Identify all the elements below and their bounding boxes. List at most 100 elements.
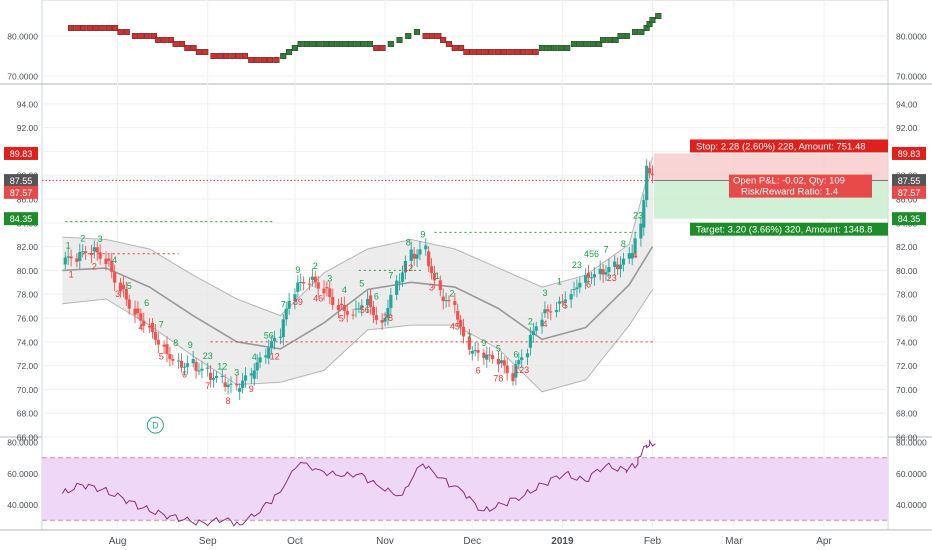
candle-body: [557, 301, 562, 304]
candle-body: [104, 258, 108, 265]
rsi-y-tick-right: 40.0000: [896, 500, 927, 510]
candle-body: [351, 314, 355, 316]
candle-body: [177, 360, 181, 362]
candle-body: [630, 252, 634, 259]
td-count-green: 7: [281, 300, 286, 310]
renko-brick: [596, 41, 603, 47]
candle-body: [461, 326, 466, 337]
rsi-y-tick-left: 40.0000: [7, 500, 38, 510]
main-y-tick-right: 78.00: [896, 290, 918, 300]
renko-brick: [329, 41, 336, 47]
renko-brick: [557, 45, 564, 51]
td-count-red: 3: [115, 289, 120, 299]
candle-body: [339, 303, 344, 305]
candle-body: [316, 282, 320, 289]
candle-body: [488, 354, 492, 356]
candle-body: [310, 276, 314, 280]
candle-body: [299, 282, 303, 284]
candle-body: [296, 282, 300, 292]
candle-body: [604, 272, 608, 275]
rsi-band: [42, 457, 888, 521]
renko-brick: [599, 37, 607, 43]
candle-body: [589, 277, 594, 279]
candle-body: [476, 350, 480, 353]
td-count-green: 56: [264, 330, 274, 340]
renko-brick: [260, 57, 267, 63]
candle-body: [453, 301, 457, 305]
rsi-y-tick-left: 80.0000: [7, 438, 38, 448]
candle-body: [424, 245, 428, 250]
renko-brick: [105, 25, 112, 31]
candle-body: [78, 251, 82, 261]
main-y-tick-left: 86.00: [17, 195, 39, 205]
td-count-green: 456: [584, 249, 599, 259]
renko-brick: [475, 49, 483, 55]
renko-brick: [583, 41, 590, 47]
candle-body: [258, 357, 262, 363]
candle-body: [598, 268, 602, 275]
renko-brick: [184, 45, 191, 51]
x-tick-label: Apr: [816, 536, 832, 547]
main-y-tick-left: 82.00: [17, 242, 39, 252]
candle-body: [84, 251, 88, 253]
candle-body: [386, 307, 390, 319]
candle-body: [267, 347, 271, 359]
top-y-tick-left: 80.0000: [7, 32, 38, 42]
candle-body: [549, 311, 553, 313]
candle-body: [380, 320, 384, 323]
renko-brick: [463, 49, 470, 55]
main-y-tick-right: 72.00: [896, 361, 918, 371]
renko-brick: [117, 29, 124, 35]
td-count-red: 4: [633, 250, 638, 260]
renko-brick: [373, 45, 380, 51]
renko-brick: [631, 29, 639, 35]
renko-brick: [322, 41, 329, 47]
candle-body: [322, 288, 326, 294]
td-count-red: 3: [429, 283, 434, 293]
renko-brick: [267, 57, 274, 63]
candle-body: [554, 309, 559, 313]
candle-body: [156, 339, 160, 345]
candle-body: [171, 358, 175, 361]
renko-brick: [354, 41, 361, 47]
renko-brick: [538, 45, 546, 51]
main-y-tick-right: 70.00: [896, 385, 918, 395]
renko-brick: [310, 41, 317, 47]
main-y-tick-right: 76.00: [896, 314, 918, 324]
renko-brick: [161, 37, 168, 43]
candle-body: [302, 282, 306, 284]
renko-brick: [80, 25, 87, 31]
candle-body: [592, 274, 596, 278]
candle-body: [616, 264, 620, 270]
bollinger-band-fill: [62, 157, 653, 392]
td-count-green: 1: [435, 271, 440, 281]
main-y-tick-left: 76.00: [17, 314, 39, 324]
price-tag-right-text: 87.55: [898, 176, 921, 186]
main-y-tick-left: 66.00: [17, 433, 39, 443]
candle-body: [81, 251, 85, 253]
renko-brick: [435, 33, 442, 39]
candle-body: [543, 309, 547, 314]
rsi-pane: [42, 439, 888, 528]
renko-brick: [123, 29, 130, 35]
price-tag-left: [4, 146, 38, 160]
td-count-green: 4: [112, 255, 117, 265]
candle-body: [240, 380, 245, 389]
candle-body: [136, 308, 140, 314]
td-count-green: 1: [66, 241, 71, 251]
candle-body: [270, 341, 274, 348]
candle-body: [456, 310, 460, 320]
candle-body: [525, 353, 530, 358]
candle-body: [418, 249, 422, 255]
candle-body: [139, 313, 143, 321]
main-y-tick-right: 94.00: [896, 99, 918, 109]
candle-body: [473, 350, 477, 352]
top-y-tick-right: 70.0000: [896, 72, 927, 82]
candle-body: [124, 288, 128, 300]
candle-body: [325, 287, 329, 289]
td-count-green: 1: [557, 276, 562, 286]
target-label-bg: [690, 222, 888, 236]
candle-body: [374, 315, 378, 321]
price-tag-right: [892, 185, 926, 199]
renko-brick: [655, 13, 662, 19]
